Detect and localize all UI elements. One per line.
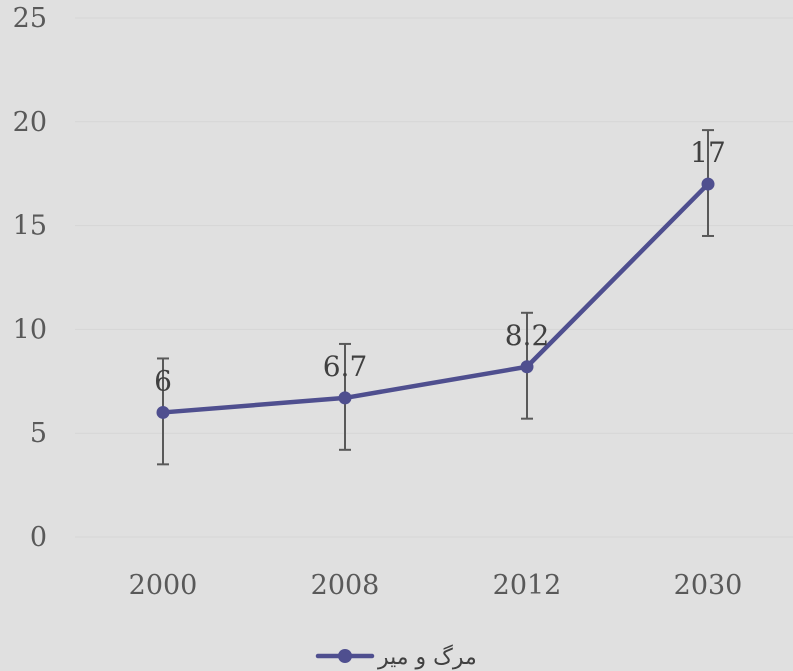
data-labels: 6 6.7 8.2 17 bbox=[154, 136, 726, 397]
grid-lines bbox=[75, 17, 793, 538]
series-line-path bbox=[160, 181, 711, 415]
y-tick-label: 20 bbox=[13, 107, 47, 138]
data-label: 6.7 bbox=[323, 350, 368, 383]
y-tick-label: 25 bbox=[13, 3, 47, 34]
legend-entry: مرگ و میر bbox=[377, 644, 477, 670]
data-point bbox=[156, 405, 170, 419]
y-tick-label: 10 bbox=[13, 314, 47, 345]
y-tick-label: 0 bbox=[30, 522, 47, 553]
x-axis-ticks: 2000 2008 2012 2030 bbox=[129, 570, 743, 601]
y-axis-ticks: 0 5 10 15 20 25 bbox=[13, 3, 47, 553]
x-tick-label: 2000 bbox=[129, 570, 198, 601]
legend: مرگ و میر bbox=[315, 644, 477, 670]
error-bars bbox=[157, 129, 714, 466]
x-tick-label: 2030 bbox=[674, 570, 743, 601]
data-point bbox=[701, 177, 715, 191]
data-point bbox=[338, 391, 352, 405]
x-tick-label: 2008 bbox=[311, 570, 380, 601]
data-label: 8.2 bbox=[505, 319, 550, 352]
y-tick-label: 5 bbox=[30, 418, 47, 449]
y-tick-label: 15 bbox=[13, 211, 47, 242]
series-line bbox=[156, 177, 715, 419]
data-label: 17 bbox=[690, 136, 726, 169]
legend-marker-swatch bbox=[338, 649, 352, 663]
x-tick-label: 2012 bbox=[493, 570, 562, 601]
data-point bbox=[520, 360, 534, 374]
data-label: 6 bbox=[154, 364, 172, 397]
